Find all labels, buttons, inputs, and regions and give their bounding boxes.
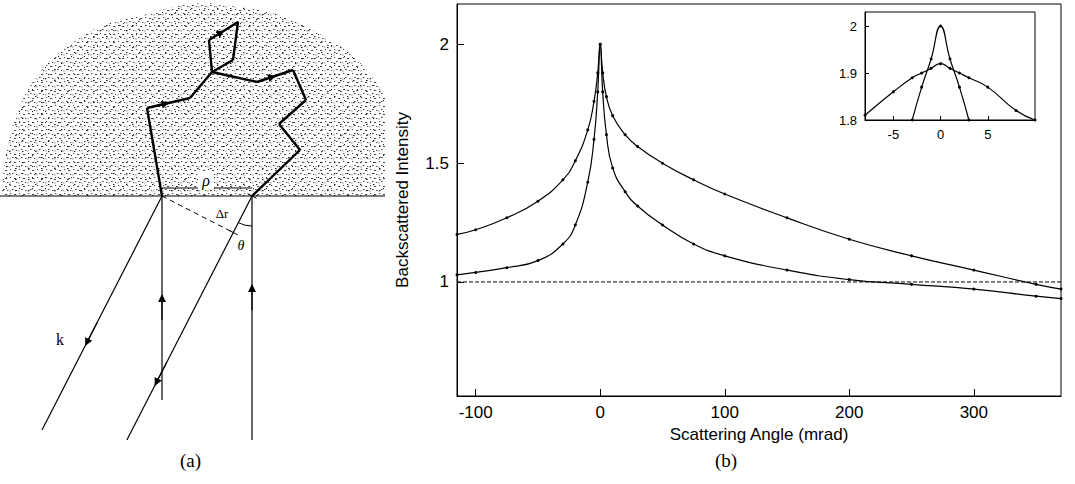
svg-text:0: 0 [937,127,944,142]
html-text:(a): (a) [180,450,202,471]
svg-text:1.9: 1.9 [839,66,857,81]
svg-text:θ: θ [238,238,245,253]
svg-text:2: 2 [440,35,449,54]
svg-text:300: 300 [960,403,988,422]
html-text:(b): (b) [715,450,738,471]
svg-text:1.5: 1.5 [425,154,449,173]
svg-text:100: 100 [711,403,739,422]
svg-text:5: 5 [984,127,991,142]
svg-text:Backscattered Intensity: Backscattered Intensity [393,112,412,288]
svg-text:k: k [56,331,64,348]
svg-text:1: 1 [440,272,449,291]
svg-text:-100: -100 [459,403,493,422]
svg-text:ρ: ρ [201,172,210,190]
svg-text:0: 0 [595,403,604,422]
svg-text:2: 2 [850,19,857,34]
svg-text:Scattering Angle (mrad): Scattering Angle (mrad) [670,425,849,444]
svg-text:1.8: 1.8 [839,113,857,128]
svg-text:-5: -5 [888,127,900,142]
svg-text:Δr: Δr [216,206,229,221]
svg-text:200: 200 [835,403,863,422]
